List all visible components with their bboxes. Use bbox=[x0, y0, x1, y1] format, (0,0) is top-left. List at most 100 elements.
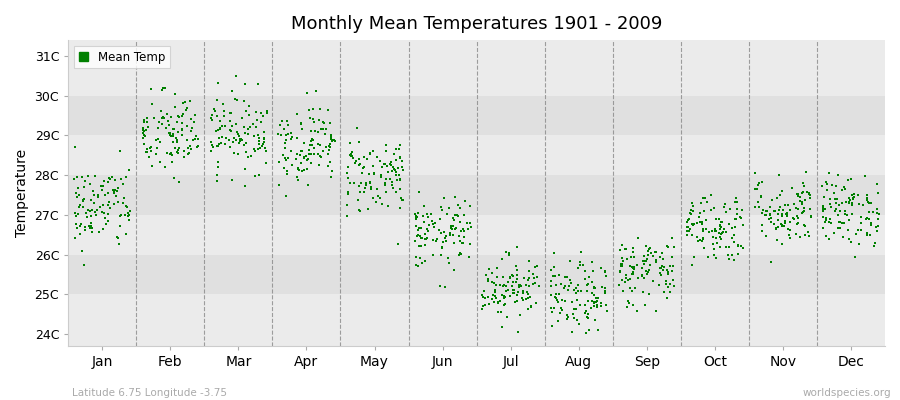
Point bbox=[422, 222, 436, 228]
Point bbox=[770, 216, 785, 223]
Point bbox=[856, 202, 870, 208]
Point bbox=[507, 287, 521, 293]
Point bbox=[637, 258, 652, 264]
Point bbox=[617, 279, 632, 286]
Point bbox=[166, 175, 181, 181]
Point bbox=[91, 192, 105, 198]
Point bbox=[460, 225, 474, 232]
Point bbox=[667, 282, 681, 289]
Point bbox=[454, 228, 468, 234]
Point bbox=[587, 303, 601, 310]
Point bbox=[155, 86, 169, 93]
Point bbox=[644, 245, 658, 252]
Point bbox=[392, 176, 407, 183]
Point bbox=[223, 110, 238, 116]
Point bbox=[446, 214, 460, 221]
Point bbox=[587, 300, 601, 306]
Point bbox=[832, 218, 847, 225]
Point bbox=[352, 156, 366, 162]
Point bbox=[137, 132, 151, 138]
Point bbox=[554, 296, 569, 303]
Point bbox=[748, 170, 762, 176]
Point bbox=[433, 216, 447, 222]
Point bbox=[614, 261, 628, 268]
Point bbox=[101, 178, 115, 185]
Point bbox=[452, 232, 466, 239]
Point bbox=[296, 140, 310, 146]
Point bbox=[571, 288, 585, 295]
Point bbox=[594, 300, 608, 306]
Point bbox=[518, 296, 533, 302]
Point bbox=[755, 221, 770, 228]
Point bbox=[613, 268, 627, 274]
Point bbox=[101, 210, 115, 217]
Point bbox=[104, 173, 119, 180]
Point bbox=[436, 245, 450, 252]
Point bbox=[622, 300, 636, 306]
Point bbox=[237, 98, 251, 104]
Point bbox=[306, 105, 320, 112]
Point bbox=[456, 212, 471, 218]
Point bbox=[818, 206, 832, 212]
Point bbox=[304, 160, 319, 166]
Point bbox=[548, 282, 562, 288]
Point bbox=[303, 138, 318, 144]
Point bbox=[285, 162, 300, 169]
Point bbox=[755, 179, 770, 186]
Point bbox=[630, 308, 644, 314]
Point bbox=[184, 145, 198, 152]
Point bbox=[428, 220, 442, 226]
Point bbox=[863, 222, 878, 228]
Point bbox=[310, 128, 325, 135]
Point bbox=[816, 207, 831, 214]
Point bbox=[284, 147, 298, 154]
Point bbox=[392, 154, 407, 161]
Point bbox=[212, 134, 227, 141]
Point bbox=[783, 206, 797, 213]
Point bbox=[230, 151, 245, 157]
Point bbox=[238, 81, 252, 88]
Point bbox=[731, 242, 745, 248]
Point bbox=[384, 182, 399, 188]
Point bbox=[448, 225, 463, 232]
Point bbox=[860, 197, 874, 203]
Point bbox=[844, 238, 859, 245]
Point bbox=[861, 216, 876, 222]
Point bbox=[724, 206, 738, 212]
Point bbox=[488, 287, 502, 293]
Point bbox=[626, 269, 640, 275]
Point bbox=[615, 276, 629, 283]
Point bbox=[365, 163, 380, 169]
Point bbox=[529, 262, 544, 269]
Point bbox=[557, 285, 572, 291]
Point bbox=[443, 230, 457, 236]
Point bbox=[378, 175, 392, 182]
Bar bbox=[68, 56, 885, 96]
Point bbox=[260, 110, 274, 116]
Point bbox=[788, 231, 803, 237]
Point bbox=[183, 142, 197, 149]
Point bbox=[166, 126, 180, 132]
Point bbox=[685, 262, 699, 268]
Point bbox=[791, 193, 806, 200]
Point bbox=[854, 220, 868, 226]
Point bbox=[85, 225, 99, 231]
Point bbox=[659, 278, 673, 284]
Point bbox=[352, 162, 366, 168]
Point bbox=[442, 205, 456, 211]
Point bbox=[526, 275, 541, 281]
Point bbox=[497, 302, 511, 308]
Point bbox=[78, 227, 93, 234]
Point bbox=[560, 312, 574, 319]
Point bbox=[545, 309, 560, 316]
Point bbox=[79, 214, 94, 220]
Point bbox=[763, 204, 778, 210]
Point bbox=[155, 121, 169, 127]
Point bbox=[319, 126, 333, 132]
Point bbox=[302, 181, 316, 188]
Point bbox=[246, 120, 260, 127]
Point bbox=[577, 276, 591, 282]
Point bbox=[87, 200, 102, 206]
Point bbox=[588, 284, 602, 291]
Point bbox=[387, 150, 401, 157]
